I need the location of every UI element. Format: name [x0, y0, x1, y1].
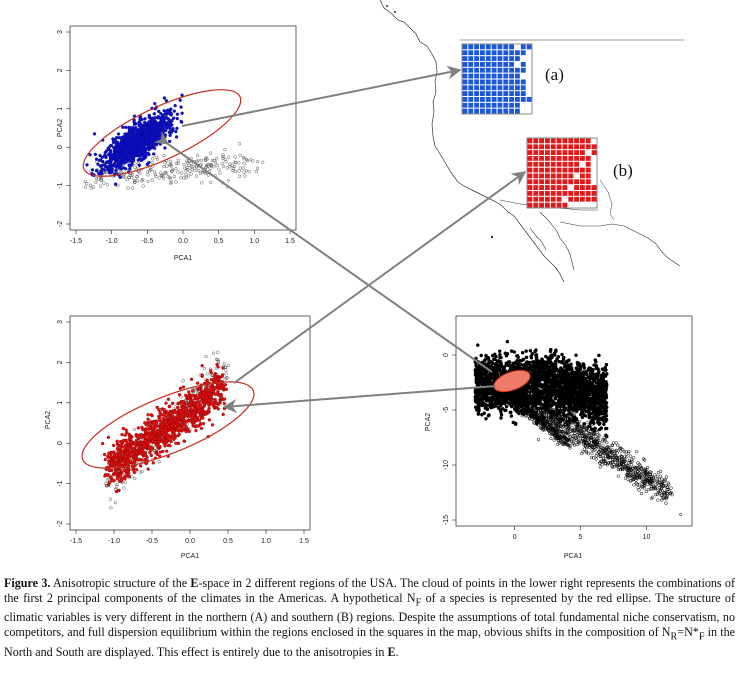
y-tick-label: 0 [57, 145, 64, 149]
plot-frame [455, 315, 693, 527]
y-axis-label: PCA2 [45, 411, 52, 429]
x-tick-label: -0.5 [141, 238, 153, 245]
x-tick-label: -1.5 [70, 538, 82, 545]
y-tick-label: 2 [57, 360, 64, 364]
y-tick-label: 0 [57, 441, 64, 445]
x-axis-label: PCA1 [181, 553, 199, 560]
x-tick-label: 1.5 [285, 238, 295, 245]
x-tick-label: 1.0 [249, 238, 259, 245]
caption-label: Figure 3. [4, 576, 51, 590]
niche-ellipse [81, 381, 255, 469]
y-tick-label: 1 [57, 107, 64, 111]
x-tick-label: 0.5 [214, 238, 224, 245]
plot-bottom-left: -1.5 -1.0 -0.5 0.0 0.5 1.0 1.5 -2 -1 0 1 2 3 PCA1 PC… [45, 315, 311, 560]
y-tick-label: 2 [57, 68, 64, 72]
region-b-grid [526, 137, 598, 209]
x-tick-label: 1.5 [299, 538, 309, 545]
region-a-grid [461, 43, 533, 115]
plot-top-left: -1.5 -1.0 -0.5 0.0 0.5 1.0 1.5 -2 -1 0 1 2 3 PCA1 PC… [57, 25, 297, 262]
y-tick-label: -1 [57, 480, 64, 486]
x-tick-label: 0.0 [185, 538, 195, 545]
y-tick-label: -15 [443, 515, 450, 525]
north-america-map [379, 0, 684, 283]
x-tick-label: 5 [579, 534, 583, 541]
panel-label-b: (b) [613, 161, 633, 180]
y-tick-label: -1 [57, 182, 64, 188]
fundamental-niche-ellipse [493, 369, 531, 393]
x-tick-label: 1.0 [261, 538, 271, 545]
x-tick-label: 0 [513, 534, 517, 541]
y-tick-label: 3 [57, 30, 64, 34]
figure-caption: Figure 3. Anisotropic structure of the E… [4, 576, 735, 659]
y-tick-label: -2 [57, 521, 64, 527]
plot-frame [69, 25, 297, 231]
x-tick-label: 10 [643, 534, 651, 541]
y-tick-label: 0 [443, 353, 450, 357]
y-tick-label: -5 [443, 407, 450, 413]
x-tick-label: -1.0 [108, 538, 120, 545]
x-axis-label: PCA1 [174, 255, 192, 262]
arrow-nf-to-bottom-plot [222, 385, 497, 414]
arrow-nf-to-top-plot [153, 131, 493, 373]
niche-ellipse [82, 89, 242, 177]
x-tick-label: 0.5 [223, 538, 233, 545]
y-axis-label: PCA2 [57, 119, 64, 137]
y-tick-label: 1 [57, 401, 64, 405]
plot-frame [69, 315, 311, 531]
x-tick-label: -0.5 [146, 538, 158, 545]
arrow-to-region-a [181, 65, 462, 127]
plot-bottom-right: 0 5 10 -15 -10 -5 0 PCA1 PCA2 [425, 315, 693, 560]
panel-label-a: (a) [545, 65, 564, 84]
figure-3: (a) (b) -1.5 -1.0 -0.5 0.0 0.5 1.0 1.5-2-10123… [45, 0, 693, 560]
x-tick-label: -1.0 [106, 238, 118, 245]
y-axis-label: PCA2 [425, 413, 432, 431]
x-tick-label: 0.0 [178, 238, 188, 245]
arrows [153, 65, 527, 414]
arrow-to-region-b [233, 171, 527, 384]
y-tick-label: -2 [57, 221, 64, 227]
x-axis-label: PCA1 [564, 553, 582, 560]
y-tick-label: -10 [443, 460, 450, 470]
x-tick-label: -1.5 [70, 238, 82, 245]
y-tick-label: 3 [57, 320, 64, 324]
